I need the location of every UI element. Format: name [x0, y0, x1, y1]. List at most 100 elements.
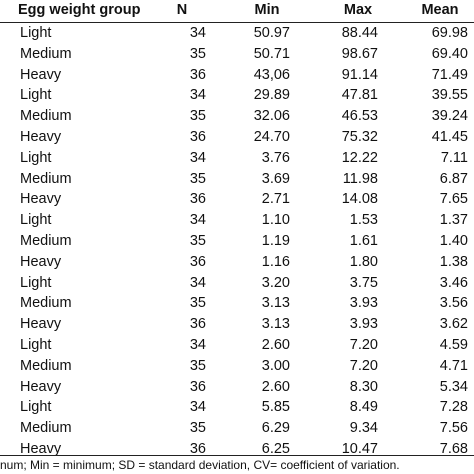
- table-row: Medium 35 6.29 9.34 7.56: [0, 418, 474, 439]
- cell-group: Heavy: [20, 66, 62, 83]
- cell-n: 36: [189, 128, 206, 145]
- table-row: Light 34 29.89 47.81 39.55: [0, 85, 474, 106]
- cell-n: 35: [189, 232, 206, 249]
- cell-mean: 4.71: [439, 357, 468, 374]
- table-row: Medium 35 3.13 3.93 3.56: [0, 293, 474, 314]
- cell-n: 36: [189, 440, 206, 457]
- cell-min: 2.60: [261, 378, 290, 395]
- cell-min: 1.19: [261, 232, 290, 249]
- cell-n: 35: [189, 357, 206, 374]
- cell-mean: 7.11: [440, 149, 468, 166]
- table-row: Medium 35 3.69 11.98 6.87: [0, 169, 474, 190]
- cell-min: 24.70: [253, 128, 290, 145]
- cell-max: 14.08: [341, 191, 378, 208]
- cell-mean: 6.87: [439, 170, 468, 187]
- cell-max: 3.75: [349, 274, 378, 291]
- cell-max: 7.20: [349, 357, 378, 374]
- cell-min: 6.25: [261, 440, 290, 457]
- cell-max: 1.53: [349, 212, 378, 229]
- cell-max: 47.81: [341, 87, 378, 104]
- cell-min: 50.97: [253, 25, 290, 41]
- cell-n: 34: [189, 212, 206, 229]
- cell-group: Light: [20, 87, 52, 104]
- cell-group: Light: [20, 212, 52, 229]
- table-row: Light 34 5.85 8.49 7.28: [0, 397, 474, 418]
- cell-n: 36: [189, 378, 206, 395]
- cell-min: 50.71: [253, 45, 290, 62]
- cell-min: 2.71: [261, 191, 290, 208]
- cell-n: 36: [189, 316, 206, 333]
- cell-n: 34: [189, 399, 206, 416]
- cell-group: Medium: [20, 357, 72, 374]
- cell-min: 1.16: [261, 253, 290, 270]
- cell-n: 36: [189, 253, 206, 270]
- cell-n: 34: [189, 87, 206, 104]
- cell-mean: 39.55: [431, 87, 468, 104]
- cell-max: 8.49: [349, 399, 378, 416]
- cell-min: 3.20: [261, 274, 290, 291]
- cell-min: 3.00: [261, 357, 290, 374]
- cell-max: 8.30: [349, 378, 378, 395]
- table-row: Heavy 36 2.71 14.08 7.65: [0, 189, 474, 210]
- cell-mean: 1.40: [439, 232, 468, 249]
- cell-mean: 71.49: [431, 66, 468, 83]
- cell-max: 75.32: [341, 128, 378, 145]
- cell-mean: 1.37: [439, 212, 468, 229]
- cell-group: Medium: [20, 108, 72, 125]
- table-row: Light 34 2.60 7.20 4.59: [0, 335, 474, 356]
- cell-group: Heavy: [20, 440, 62, 457]
- header-min: Min: [214, 0, 300, 23]
- cell-mean: 1.38: [439, 253, 468, 270]
- cell-n: 35: [189, 295, 206, 312]
- cell-group: Light: [20, 149, 52, 166]
- table-row: Heavy 36 6.25 10.47 7.68: [0, 439, 474, 460]
- cell-min: 3.13: [261, 316, 290, 333]
- cell-min: 2.60: [261, 336, 290, 353]
- cell-mean: 3.56: [439, 295, 468, 312]
- cell-min: 32.06: [253, 108, 290, 125]
- cell-mean: 7.68: [439, 440, 468, 457]
- cell-group: Medium: [20, 170, 72, 187]
- cell-n: 35: [189, 420, 206, 437]
- cell-min: 29.89: [253, 87, 290, 104]
- cell-max: 12.22: [341, 149, 378, 166]
- cell-min: 6.29: [261, 420, 290, 437]
- table-row: Light 34 3.20 3.75 3.46: [0, 273, 474, 294]
- egg-weight-table: Egg weight group N Min Max Mean Light 34 5…: [0, 0, 474, 460]
- cell-group: Light: [20, 399, 52, 416]
- cell-group: Heavy: [20, 253, 62, 270]
- cell-max: 1.61: [349, 232, 378, 249]
- header-n: N: [150, 0, 214, 23]
- cell-max: 3.93: [349, 295, 378, 312]
- cell-max: 10.47: [341, 440, 378, 457]
- table-row: Medium 35 50.71 98.67 69.40: [0, 44, 474, 65]
- table-row: Light 34 3.76 12.22 7.11: [0, 148, 474, 169]
- table-footnote: num; Min = minimum; SD = standard deviat…: [0, 458, 400, 472]
- table-row: Medium 35 1.19 1.61 1.40: [0, 231, 474, 252]
- table-row: Light 34 50.97 88.44 69.98: [0, 23, 474, 44]
- cell-mean: 7.28: [439, 399, 468, 416]
- cell-group: Heavy: [20, 191, 62, 208]
- cell-mean: 3.62: [439, 316, 468, 333]
- cell-max: 1.80: [349, 253, 378, 270]
- cell-n: 36: [189, 191, 206, 208]
- cell-mean: 3.46: [439, 274, 468, 291]
- header-egg-weight-group: Egg weight group: [0, 0, 150, 23]
- header-mean: Mean: [390, 0, 474, 23]
- cell-min: 1.10: [261, 212, 290, 229]
- cell-mean: 7.56: [439, 420, 468, 437]
- cell-group: Medium: [20, 232, 72, 249]
- cell-max: 7.20: [349, 336, 378, 353]
- cell-group: Heavy: [20, 128, 62, 145]
- table-bottom-rule: [0, 455, 474, 456]
- cell-max: 98.67: [341, 45, 378, 62]
- cell-mean: 69.98: [431, 25, 468, 41]
- cell-group: Light: [20, 274, 52, 291]
- table-row: Medium 35 3.00 7.20 4.71: [0, 356, 474, 377]
- cell-n: 35: [189, 170, 206, 187]
- cell-max: 3.93: [349, 316, 378, 333]
- cell-max: 9.34: [349, 420, 378, 437]
- cell-mean: 39.24: [431, 108, 468, 125]
- cell-group: Heavy: [20, 378, 62, 395]
- cell-group: Medium: [20, 45, 72, 62]
